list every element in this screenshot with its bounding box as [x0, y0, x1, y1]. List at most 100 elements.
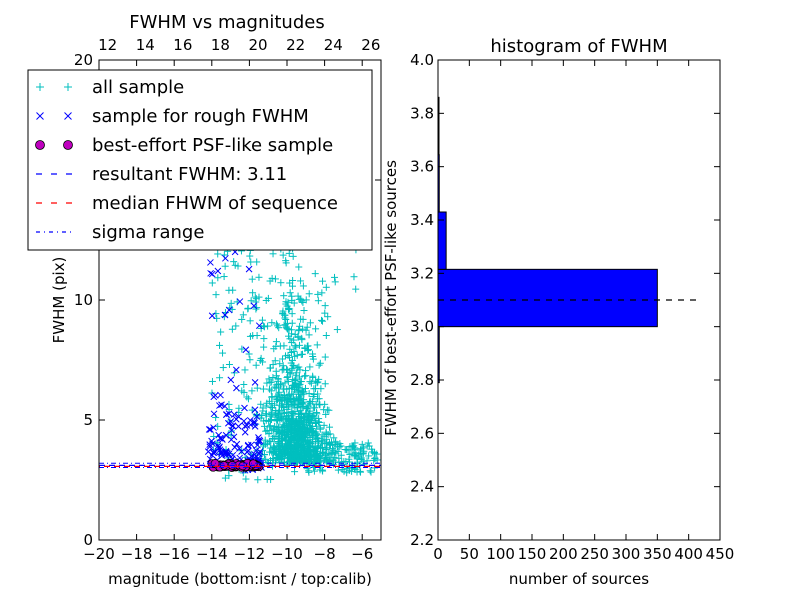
- all-sample-point: [225, 472, 233, 480]
- all-sample-point: [302, 372, 310, 380]
- all-sample-point: [321, 309, 329, 317]
- histogram-y-label: FWHM of best-effort PSF-like sources: [382, 160, 400, 436]
- all-sample-point: [300, 444, 308, 452]
- all-sample-point: [274, 439, 282, 447]
- all-sample-point: [265, 385, 273, 393]
- scatter-y-label: FWHM (pix): [50, 257, 68, 344]
- all-sample-point: [287, 370, 295, 378]
- all-sample-point: [285, 417, 293, 425]
- all-sample-point: [357, 468, 365, 476]
- all-sample-point: [291, 468, 299, 476]
- all-sample-point: [248, 275, 256, 283]
- all-sample-point: [313, 422, 321, 430]
- all-sample-point: [312, 400, 320, 408]
- all-sample-point: [288, 458, 296, 466]
- all-sample-point: [272, 338, 280, 346]
- rough-sample-point: [218, 401, 225, 409]
- hist-x-tick-label: 100: [486, 545, 515, 563]
- all-sample-point: [270, 432, 278, 440]
- hist-x-tick-label: 200: [549, 545, 578, 563]
- all-sample-point: [279, 362, 287, 370]
- all-sample-point: [246, 356, 254, 364]
- legend-marker-all-sample: [36, 83, 44, 91]
- all-sample-point: [254, 476, 262, 484]
- all-sample-point: [307, 439, 315, 447]
- all-sample-point: [318, 466, 326, 474]
- all-sample-point: [232, 322, 240, 330]
- all-sample-point: [306, 431, 314, 439]
- all-sample-point: [268, 378, 276, 386]
- all-sample-point: [259, 404, 267, 412]
- all-sample-point: [267, 437, 275, 445]
- all-sample-point: [303, 442, 311, 450]
- y-tick-label: 10: [74, 291, 93, 309]
- all-sample-point: [291, 342, 299, 350]
- all-sample-point: [262, 296, 270, 304]
- hist-y-tick-label: 4.0: [410, 51, 434, 69]
- legend-marker-all-sample: [64, 83, 72, 91]
- all-sample-point: [366, 467, 374, 475]
- all-sample-point: [314, 290, 322, 298]
- rough-sample-point: [229, 422, 237, 430]
- all-sample-point: [315, 418, 323, 426]
- all-sample-point: [322, 410, 330, 418]
- rough-sample-point: [233, 440, 241, 448]
- all-sample-point: [299, 282, 307, 290]
- all-sample-point: [321, 451, 329, 459]
- all-sample-point: [314, 297, 322, 305]
- histogram-bar: [437, 268, 658, 328]
- all-sample-point: [244, 395, 252, 403]
- all-sample-point: [252, 361, 260, 369]
- all-sample-point: [323, 406, 331, 414]
- rough-sample-point: [229, 451, 237, 459]
- all-sample-point: [286, 335, 294, 343]
- legend-box: [27, 69, 373, 251]
- all-sample-point: [306, 319, 314, 327]
- all-sample-point: [275, 324, 283, 332]
- rough-sample-point: [244, 447, 252, 455]
- all-sample-point: [261, 436, 269, 444]
- rough-sample-point: [221, 311, 229, 319]
- hist-y-tick-label: 3.0: [410, 318, 434, 336]
- all-sample-point: [305, 468, 313, 476]
- all-sample-point: [336, 440, 344, 448]
- all-sample-point: [323, 445, 331, 453]
- rough-sample-point: [207, 269, 214, 277]
- all-sample-point: [320, 421, 328, 429]
- all-sample-point: [294, 332, 302, 340]
- all-sample-point: [281, 311, 289, 319]
- x-tick-label: −18: [121, 545, 153, 563]
- hist-x-tick-label: 50: [460, 545, 479, 563]
- all-sample-point: [298, 409, 306, 417]
- rough-sample-point: [236, 445, 243, 452]
- all-sample-point: [249, 289, 257, 297]
- rough-sample-point: [207, 426, 214, 433]
- all-sample-point: [252, 305, 260, 313]
- all-sample-point: [342, 446, 350, 454]
- all-sample-point: [311, 270, 319, 278]
- legend-label-4: median FHWM of sequence: [92, 193, 338, 214]
- x-tick-label: −10: [271, 545, 303, 563]
- all-sample-point: [283, 325, 291, 333]
- all-sample-point: [259, 385, 267, 393]
- all-sample-point: [278, 355, 286, 363]
- all-sample-point: [313, 410, 321, 418]
- all-sample-point: [320, 433, 328, 441]
- rough-sample-point: [208, 312, 216, 320]
- all-sample-point: [271, 357, 279, 365]
- all-sample-point: [281, 432, 289, 440]
- all-sample-point: [257, 400, 265, 408]
- all-sample-point: [284, 373, 292, 381]
- histogram-bar: [437, 211, 447, 270]
- scatter-points: [204, 83, 381, 484]
- rough-sample-point: [241, 404, 248, 412]
- rough-sample-point: [256, 448, 264, 456]
- all-sample-point: [295, 326, 303, 334]
- all-sample-point: [328, 445, 336, 453]
- legend-label-2: best-effort PSF-like sample: [92, 135, 333, 156]
- rough-sample-point: [230, 411, 238, 418]
- all-sample-point: [284, 298, 292, 306]
- hist-y-tick-label: 3.8: [410, 104, 434, 122]
- all-sample-point: [273, 417, 281, 425]
- all-sample-point: [316, 457, 324, 465]
